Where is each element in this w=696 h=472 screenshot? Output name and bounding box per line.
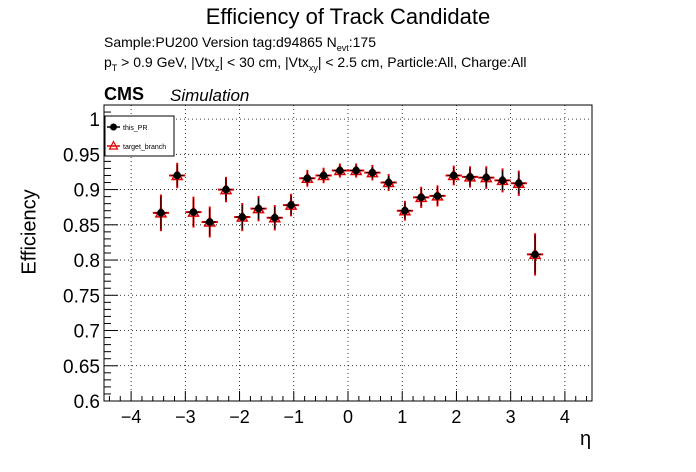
this-pr-point	[528, 235, 542, 274]
this-pr-marker	[352, 166, 360, 175]
this-pr-point	[268, 207, 281, 229]
this-pr-marker	[173, 171, 181, 180]
this-pr-marker	[222, 185, 230, 194]
cms-label: CMS	[104, 84, 144, 104]
this-pr-point	[415, 188, 428, 206]
this-pr-point	[366, 166, 379, 179]
this-pr-marker	[271, 213, 279, 222]
this-pr-point	[252, 197, 265, 220]
this-pr-marker	[368, 168, 377, 177]
this-pr-point	[431, 187, 444, 205]
pt-subscript: T	[111, 63, 118, 73]
this-pr-point	[187, 198, 200, 226]
y-tick-label: 1	[89, 110, 100, 131]
this-pr-point	[463, 168, 477, 186]
grid	[104, 105, 592, 402]
pt-symbol: p	[104, 54, 112, 70]
this-pr-point	[496, 170, 509, 191]
x-tick-label: 2	[451, 407, 461, 427]
tick-labels: −4 −3 −2 −1 0 1 2 3 4 0.6 0.65 0.7 0.75 0.8 0.85 0.9 0.9…	[63, 110, 570, 427]
this-pr-marker	[238, 213, 247, 221]
x-tick-label: 3	[506, 407, 516, 427]
this-pr-point	[203, 208, 216, 236]
this-pr-point	[382, 176, 395, 189]
this-pr-marker	[384, 178, 393, 187]
axis-ticks	[104, 104, 588, 402]
legend-target-marker	[108, 140, 119, 150]
this-pr-marker	[417, 193, 426, 202]
this-pr-marker	[515, 179, 523, 188]
legend-this-pr-label: this_PR	[123, 125, 148, 132]
this-pr-point	[398, 202, 412, 219]
this-pr-point	[236, 204, 249, 230]
y-tick-label: 0.85	[63, 216, 100, 237]
x-tick-label: 1	[397, 407, 407, 427]
this-pr-marker	[254, 204, 263, 213]
y-tick-label: 0.9	[74, 181, 100, 202]
legend: this_PR target_branch	[104, 115, 175, 157]
this-pr-point	[219, 178, 233, 201]
x-tick-label: −4	[121, 407, 142, 427]
y-tick-label: 0.95	[63, 145, 100, 166]
selection-info: pT > 0.9 GeV, |Vtxz| < 30 cm, |Vtxxy| < …	[104, 54, 527, 73]
this-pr-point	[480, 168, 493, 187]
simulation-label: Simulation	[170, 86, 250, 105]
this-pr-point	[512, 172, 525, 194]
nevt-subscript: evt	[336, 43, 349, 53]
this-pr-marker	[189, 208, 198, 216]
sample-info-text: Sample:PU200 Version tag:d94865 N	[104, 34, 337, 50]
this-pr-marker	[287, 201, 295, 209]
y-tick-label: 0.75	[63, 286, 100, 307]
nevt-value: :175	[348, 34, 376, 50]
chart-title: Efficiency of Track Candidate	[205, 4, 491, 29]
this-pr-marker	[401, 206, 409, 215]
y-tick-label: 0.6	[74, 392, 100, 413]
this-pr-marker	[336, 166, 344, 175]
selection-text-2: | < 30 cm, |Vtx	[219, 54, 309, 70]
this-pr-point	[317, 169, 330, 182]
legend-target-label: target_branch	[123, 144, 166, 151]
data-series	[152, 162, 544, 276]
selection-text-3: | < 2.5 cm, Particle:All, Charge:All	[317, 54, 527, 70]
this-pr-point	[154, 196, 168, 230]
y-tick-label: 0.8	[74, 251, 100, 272]
this-pr-marker	[433, 192, 442, 200]
this-pr-point	[447, 167, 460, 184]
this-pr-marker	[482, 173, 491, 182]
this-pr-marker	[449, 171, 458, 180]
y-tick-label: 0.65	[63, 357, 100, 378]
vtxxy-subscript: xy	[308, 63, 318, 73]
x-tick-label: −1	[284, 407, 305, 427]
this-pr-point	[284, 195, 298, 215]
x-tick-label: 4	[560, 407, 570, 427]
this-pr-marker	[303, 174, 312, 183]
this-pr-marker	[498, 176, 507, 185]
sample-info: Sample:PU200 Version tag:d94865 Nevt:175	[104, 34, 376, 53]
this-pr-marker	[466, 173, 474, 181]
selection-text-1: > 0.9 GeV, |Vtx	[117, 54, 215, 70]
vtxz-subscript: z	[214, 63, 220, 73]
this-pr-marker	[531, 250, 539, 259]
x-axis-label: η	[580, 428, 592, 450]
x-tick-label: −3	[175, 407, 196, 427]
x-tick-label: −2	[229, 407, 250, 427]
x-tick-label: 0	[343, 407, 353, 427]
this-pr-point	[171, 164, 184, 187]
this-pr-marker	[157, 209, 165, 217]
y-tick-label: 0.7	[74, 322, 100, 343]
legend-this-pr-marker	[110, 123, 117, 131]
this-pr-point	[350, 165, 363, 176]
this-pr-marker	[205, 218, 214, 226]
this-pr-point	[301, 171, 314, 185]
this-pr-marker	[319, 171, 328, 180]
this-pr-point	[333, 165, 346, 176]
